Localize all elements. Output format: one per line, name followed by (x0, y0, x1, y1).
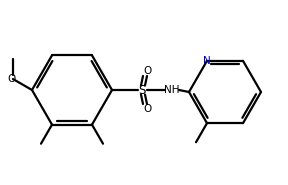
Text: NH: NH (164, 85, 180, 95)
Text: N: N (203, 56, 211, 66)
Text: S: S (138, 83, 146, 97)
Text: O: O (143, 66, 151, 77)
Text: O: O (8, 74, 16, 84)
Text: O: O (143, 103, 151, 114)
